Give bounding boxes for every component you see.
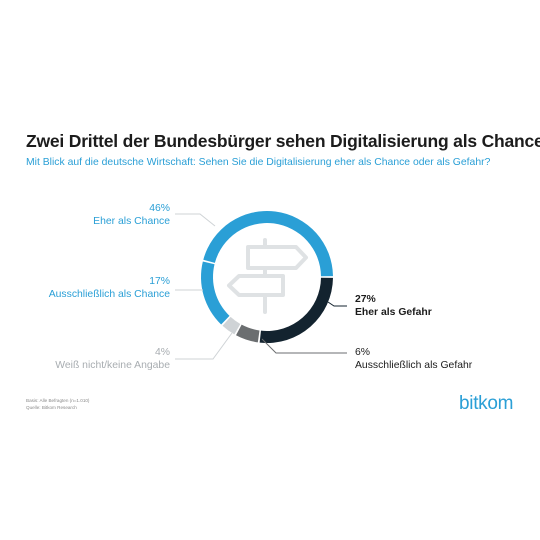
slice-label: Eher als Gefahr <box>355 307 432 318</box>
footnote-source: Quelle: Bitkom Research <box>26 405 77 410</box>
slice-percent: 6% <box>355 347 371 358</box>
leaders-layer <box>175 213 347 360</box>
label-ausschliesslich-als-chance: 17% Ausschließlich als Chance <box>49 275 170 301</box>
slice-label: Eher als Chance <box>93 216 170 227</box>
slice-eher-als-gefahr <box>259 277 333 344</box>
slices-layer <box>200 210 333 344</box>
slice-percent: 46% <box>149 203 170 214</box>
slice-ausschliesslich-als-chance <box>200 261 230 325</box>
slice-ausschliesslich-als-gefahr <box>236 324 260 343</box>
slice-percent: 17% <box>149 276 170 287</box>
label-weiss-nicht: 4% Weiß nicht/keine Angabe <box>55 346 170 372</box>
label-eher-als-gefahr: 27% Eher als Gefahr <box>355 293 432 319</box>
bitkom-logo: bitkom <box>459 393 514 414</box>
label-ausschliesslich-als-gefahr: 6% Ausschließlich als Gefahr <box>355 346 472 372</box>
leader-weiss-nicht <box>175 332 233 360</box>
slice-weiss-nicht <box>222 316 241 335</box>
slice-label: Ausschließlich als Gefahr <box>355 360 473 371</box>
footnote-basis: Basis: Alle Befragten (n=1.010) <box>26 398 90 403</box>
page-subtitle: Mit Blick auf die deutsche Wirtschaft: S… <box>26 157 491 168</box>
leader-eher-als-gefahr <box>327 301 347 307</box>
signpost-icon <box>227 238 308 314</box>
slice-label: Ausschließlich als Chance <box>48 289 170 300</box>
leader-eher-als-chance <box>175 213 216 227</box>
slice-label: Weiß nicht/keine Angabe <box>55 360 170 371</box>
slice-percent: 4% <box>154 347 170 358</box>
label-eher-als-chance: 46% Eher als Chance <box>93 202 170 228</box>
leader-ausschliesslich-als-gefahr <box>261 338 347 354</box>
slice-percent: 27% <box>355 294 376 305</box>
page-title: Zwei Drittel der Bundesbürger sehen Digi… <box>26 131 540 151</box>
slice-eher-als-chance <box>203 210 333 277</box>
